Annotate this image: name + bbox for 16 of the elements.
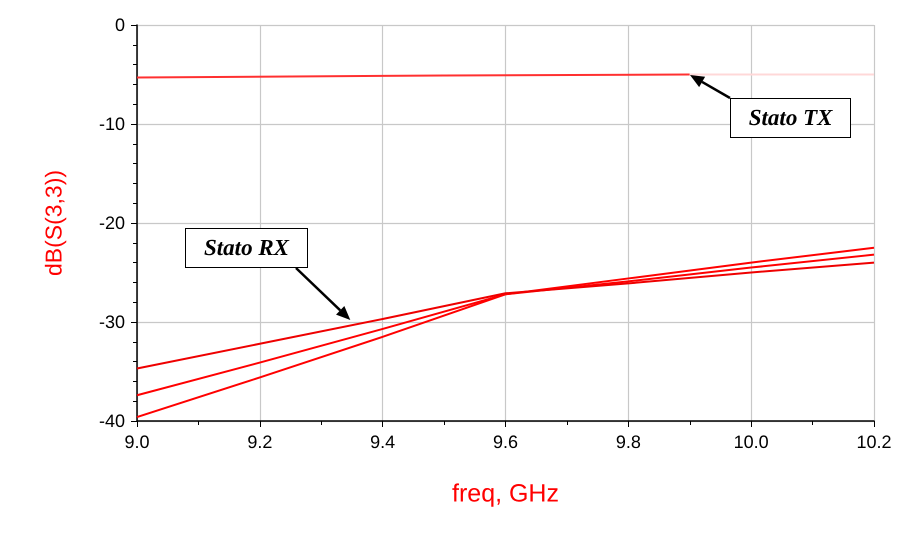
y-axis-title: dB(S(3,3)): [40, 170, 66, 276]
y-tick-label: 0: [114, 15, 125, 35]
y-tick-label: -20: [98, 213, 125, 233]
x-tick-label: 10.2: [856, 432, 892, 452]
x-tick-label: 9.6: [492, 432, 518, 452]
y-tick-label: -40: [98, 411, 125, 431]
x-tick-label: 10.0: [734, 432, 769, 452]
x-tick-label: 9.0: [124, 432, 150, 452]
x-tick-label: 9.8: [616, 432, 641, 452]
annotation: Stato TX: [730, 98, 852, 138]
annotation: Stato RX: [185, 228, 308, 268]
y-tick-label: -30: [98, 312, 125, 332]
y-tick-label: -10: [98, 114, 125, 134]
x-axis-title: freq, GHz: [452, 480, 559, 508]
x-tick-label: 9.4: [370, 432, 396, 452]
x-tick-label: 9.2: [247, 432, 272, 452]
